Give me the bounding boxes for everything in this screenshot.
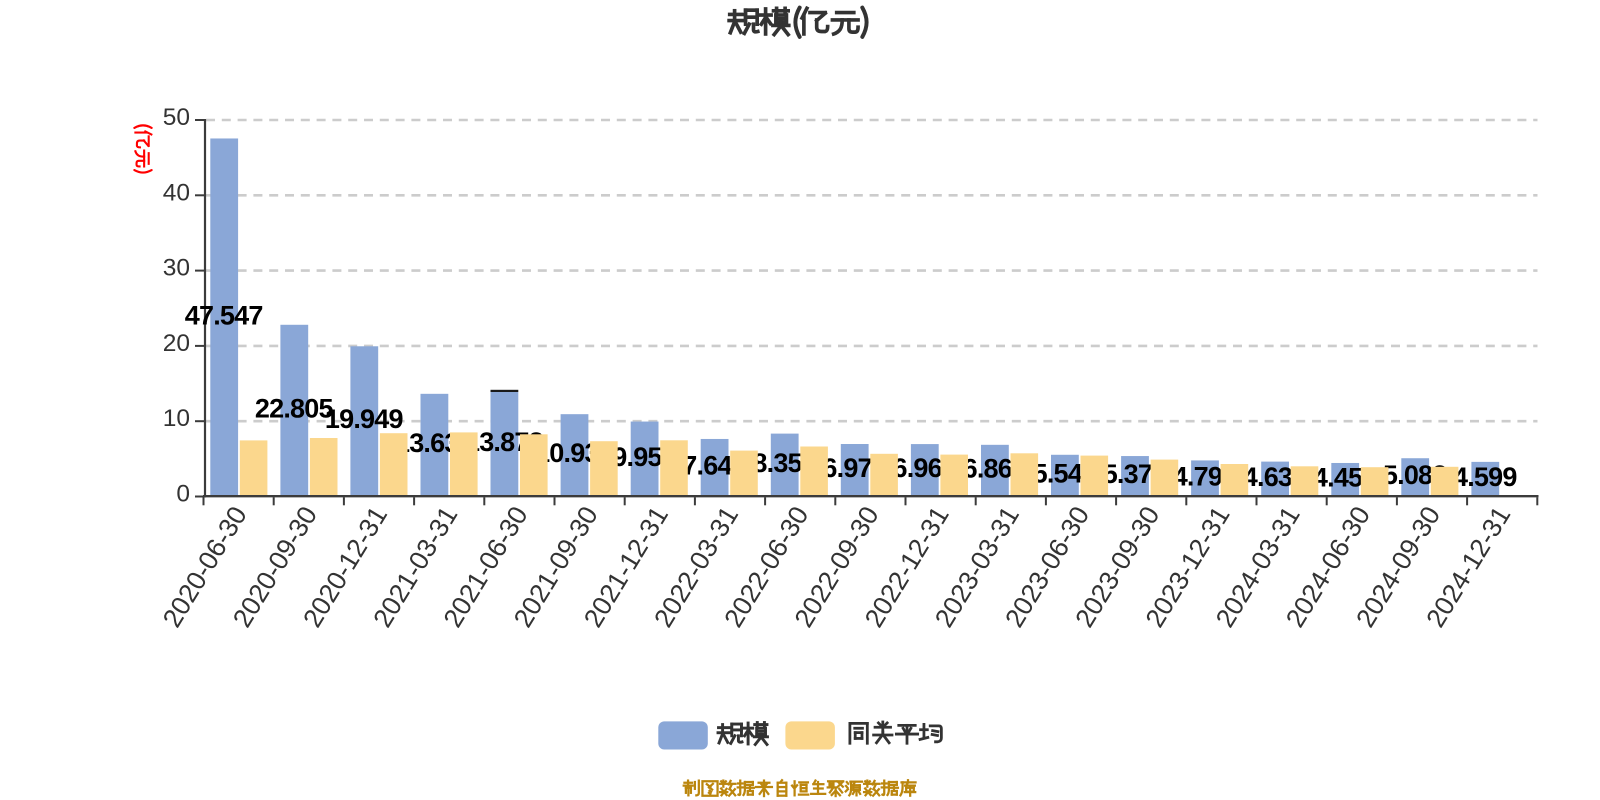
svg-text:20: 20 (163, 330, 190, 357)
svg-text:22.805: 22.805 (255, 393, 334, 423)
svg-text:19.949: 19.949 (325, 404, 404, 434)
svg-text:50: 50 (163, 104, 190, 131)
svg-text:47.547: 47.547 (185, 300, 263, 330)
svg-text:10: 10 (163, 405, 190, 432)
svg-text:40: 40 (163, 179, 190, 206)
svg-text:4.599: 4.599 (1453, 462, 1517, 492)
svg-text:30: 30 (163, 255, 190, 282)
svg-text:0: 0 (176, 481, 190, 508)
